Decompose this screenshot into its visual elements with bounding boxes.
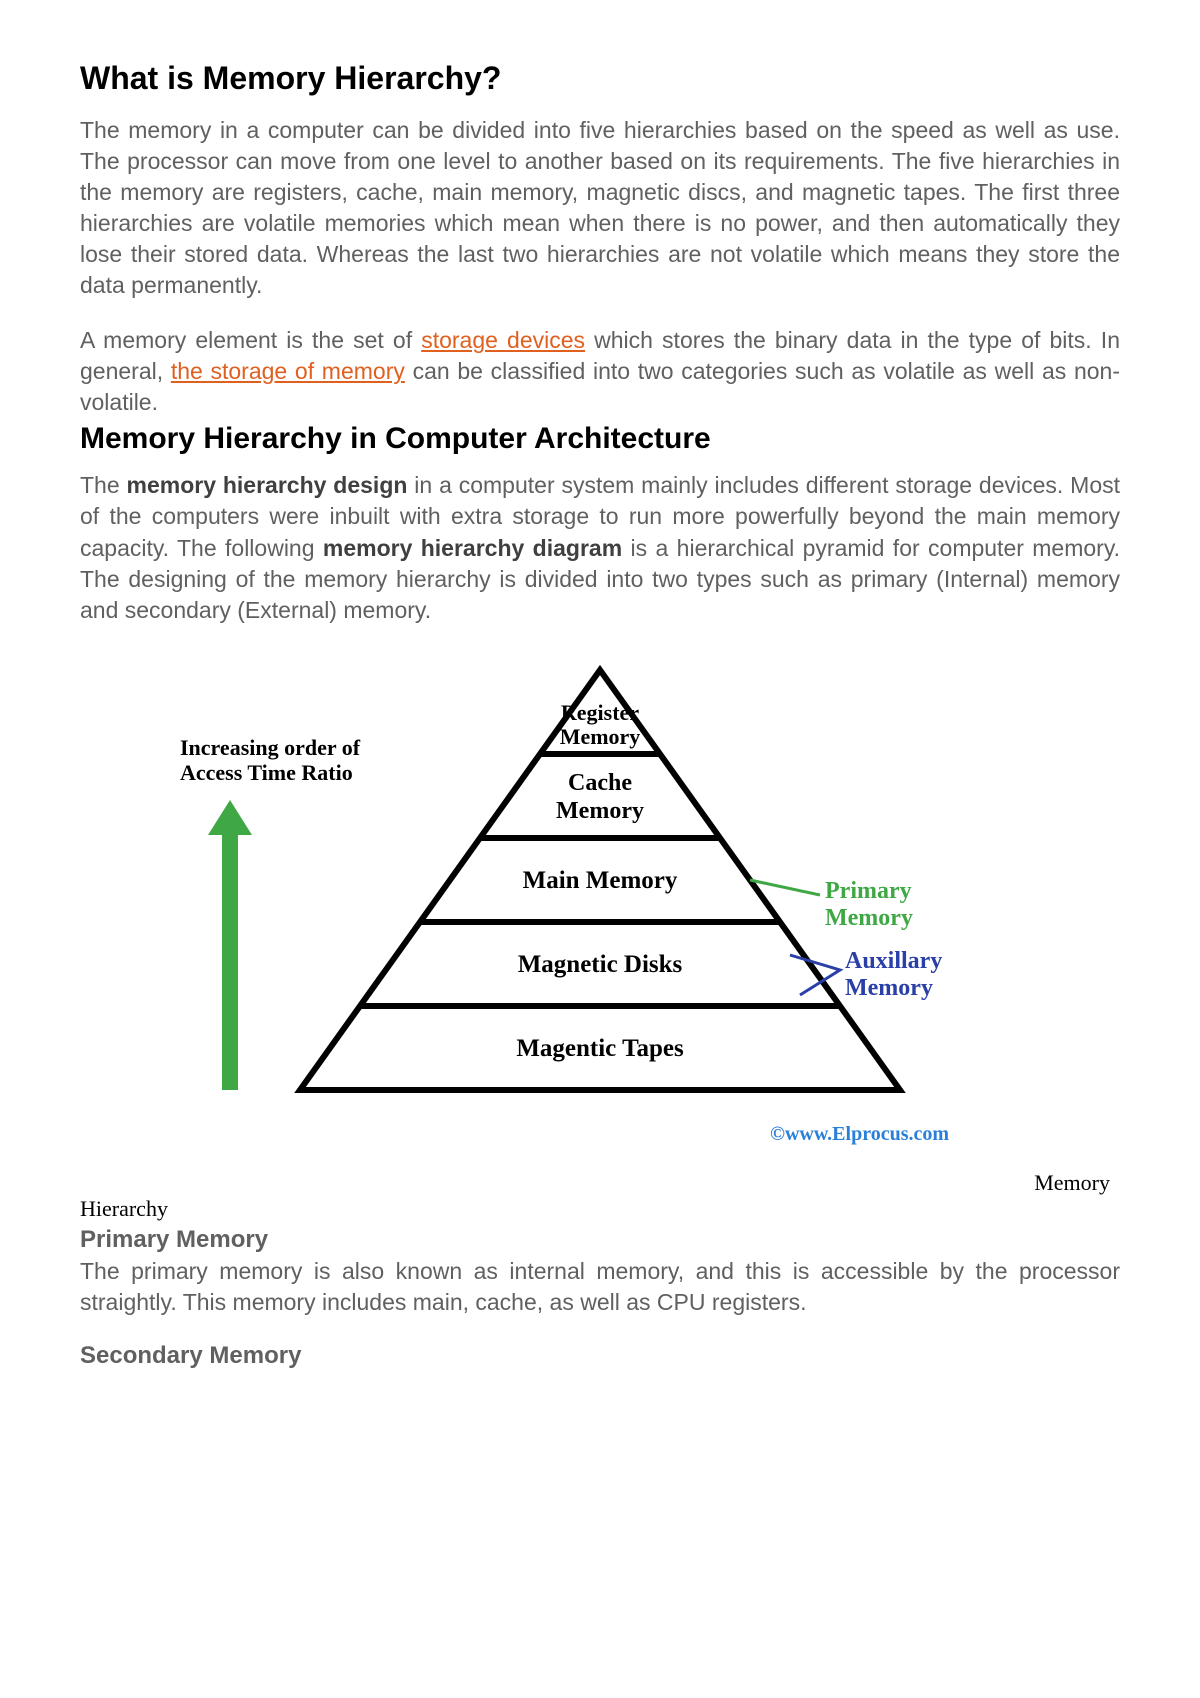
pyramid-svg: Register Memory Cache Memory Main Memory… [180, 650, 1020, 1170]
storage-of-memory-link[interactable]: the storage of memory [171, 358, 405, 384]
auxiliary-label-line2: Memory [845, 975, 933, 1001]
level-main-label: Main Memory [523, 867, 678, 894]
intro-paragraph-1: The memory in a computer can be divided … [80, 115, 1120, 301]
memory-hierarchy-diagram: Register Memory Cache Memory Main Memory… [180, 650, 1020, 1170]
caption-hierarchy: Hierarchy [80, 1196, 168, 1221]
arrow-label-line1: Increasing order of [180, 735, 361, 760]
bold-term: memory hierarchy design [127, 472, 408, 498]
arrow-label-line2: Access Time Ratio [180, 760, 353, 785]
level-cache-label: Cache [568, 770, 632, 796]
text-segment: A memory element is the set of [80, 327, 421, 353]
primary-memory-heading: Primary Memory [80, 1226, 1120, 1254]
primary-memory-paragraph: The primary memory is also known as inte… [80, 1256, 1120, 1318]
architecture-paragraph: The memory hierarchy design in a compute… [80, 470, 1120, 625]
level-register-label2: Memory [560, 724, 641, 749]
level-register-label: Register [561, 700, 639, 725]
level-tapes-label: Magentic Tapes [516, 1035, 684, 1062]
auxiliary-label-line1: Auxillary [845, 948, 942, 974]
storage-devices-link[interactable]: storage devices [421, 327, 585, 353]
primary-label-line1: Primary [825, 878, 912, 904]
text-segment: The [80, 472, 127, 498]
bold-term: memory hierarchy diagram [323, 535, 622, 561]
primary-label-line2: Memory [825, 905, 913, 931]
access-time-arrow-icon [208, 800, 252, 1090]
caption-memory: Memory [1034, 1170, 1110, 1195]
intro-paragraph-2: A memory element is the set of storage d… [80, 325, 1120, 418]
page-heading: What is Memory Hierarchy? [80, 60, 1120, 97]
section-heading-architecture: Memory Hierarchy in Computer Architectur… [80, 422, 1120, 456]
secondary-memory-heading: Secondary Memory [80, 1342, 1120, 1370]
level-cache-label2: Memory [556, 798, 644, 824]
diagram-copyright: ©www.Elprocus.com [770, 1123, 949, 1145]
level-disks-label: Magnetic Disks [518, 951, 683, 978]
